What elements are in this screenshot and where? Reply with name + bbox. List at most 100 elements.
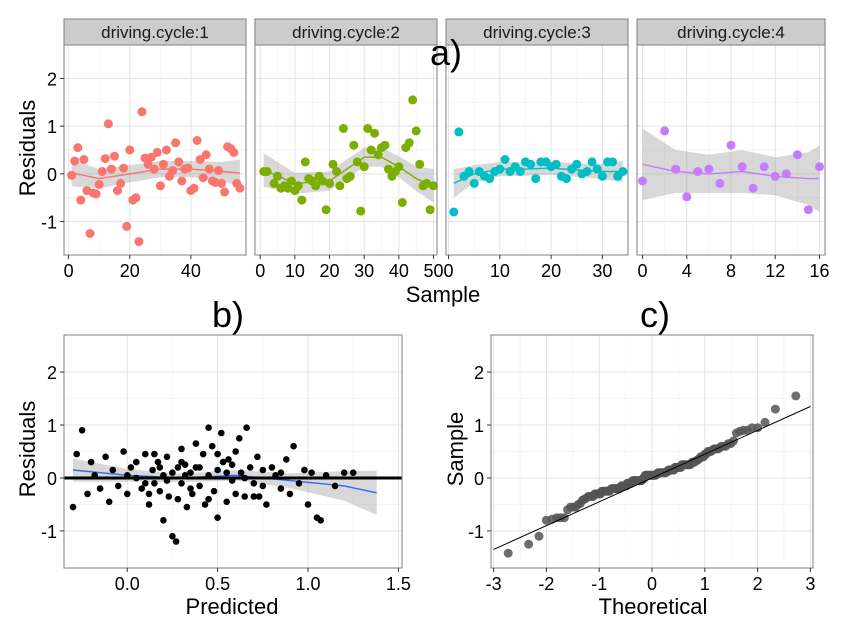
data-point <box>169 532 176 540</box>
data-point <box>332 167 341 176</box>
data-point <box>682 192 692 202</box>
data-point <box>172 538 180 545</box>
data-point <box>660 126 670 136</box>
data-point <box>781 169 791 179</box>
data-point <box>85 229 95 238</box>
data-point <box>340 469 348 477</box>
data-point <box>748 183 758 193</box>
panel-b-x-tick-label: 1.0 <box>295 574 320 594</box>
facet-strip <box>254 18 438 46</box>
data-point <box>174 495 182 503</box>
panel-a-x-tick-label: 40 <box>181 261 201 281</box>
data-point <box>229 147 239 157</box>
data-point <box>120 448 127 455</box>
data-point <box>183 163 193 173</box>
data-point <box>103 119 113 129</box>
data-point <box>106 164 116 174</box>
qq-reference-line <box>493 406 811 550</box>
data-point <box>321 205 331 215</box>
data-point <box>214 514 221 521</box>
data-point <box>195 155 205 164</box>
data-point <box>102 453 109 461</box>
data-point <box>169 469 176 477</box>
facet-strip <box>636 18 826 46</box>
panel-b-y-tick-label: -1 <box>41 522 57 542</box>
data-point <box>338 124 348 133</box>
data-point <box>223 469 230 477</box>
panel-b-x-tick-label: 1.5 <box>386 574 411 594</box>
data-point <box>572 159 582 169</box>
data-point <box>114 482 122 490</box>
panel-a-x-tick-label: 0 <box>64 261 74 281</box>
data-point <box>259 466 267 474</box>
data-point <box>154 458 162 466</box>
data-point <box>277 469 285 477</box>
data-point <box>297 195 307 205</box>
panel-a-panel-border <box>254 44 438 256</box>
data-point <box>277 485 285 492</box>
data-point <box>638 176 647 186</box>
panel-a-x-tick-label: 40 <box>389 261 409 281</box>
panel-a-y-tick-label: 0 <box>47 165 57 185</box>
data-point <box>464 167 474 176</box>
data-point <box>183 503 191 511</box>
data-point <box>210 487 218 495</box>
panel-a-x-tick-label: 20 <box>120 261 140 281</box>
data-point <box>515 167 525 176</box>
panel-a-x-tick-label: 0 <box>638 261 648 281</box>
data-point <box>133 458 140 466</box>
data-point <box>187 485 194 492</box>
data-point <box>125 145 135 155</box>
data-point <box>283 183 293 193</box>
data-point <box>273 171 282 181</box>
data-point <box>815 162 824 172</box>
data-point <box>300 157 310 167</box>
data-point <box>73 450 80 458</box>
panel-a-x-tick-label: 30 <box>592 261 612 281</box>
data-point <box>205 495 212 503</box>
data-point <box>592 164 602 174</box>
data-point <box>425 205 435 215</box>
data-point <box>196 482 203 490</box>
data-point <box>246 464 254 471</box>
facet-strip-label: driving.cycle:3 <box>483 23 591 42</box>
panel-a-x-tick-label: 20 <box>541 261 561 281</box>
data-point <box>158 159 168 169</box>
panel-c-y-tick-label: 2 <box>474 363 484 383</box>
data-point <box>582 167 592 176</box>
panel-b: 0.0 0.5 1.0 1.5 -1 0 1 2 <box>41 334 411 594</box>
data-point <box>693 167 703 176</box>
data-point <box>78 427 86 434</box>
panel-b-tag: b) <box>212 294 244 335</box>
data-point <box>177 176 187 186</box>
data-point <box>91 189 101 199</box>
panel-a-smooth-line <box>263 156 434 187</box>
data-point <box>726 140 736 150</box>
panel-a-y-tick-label: -1 <box>41 213 57 233</box>
data-point <box>531 174 541 184</box>
data-point <box>608 157 618 167</box>
facet-strip <box>445 18 629 46</box>
data-point <box>189 183 199 193</box>
data-point <box>469 178 479 188</box>
panel-a-x-tick-label: 50 <box>424 261 444 281</box>
panel-a-panel-border <box>63 44 247 256</box>
data-point <box>295 480 303 487</box>
data-point <box>218 429 225 437</box>
data-point <box>69 503 77 511</box>
data-point <box>151 480 158 487</box>
data-point <box>356 206 366 216</box>
data-point <box>366 145 376 155</box>
data-point <box>178 480 185 487</box>
data-point <box>192 136 202 145</box>
data-point <box>100 154 110 164</box>
data-point <box>127 464 135 471</box>
panel-a-x-tick-label: 0 <box>255 261 265 281</box>
data-point <box>384 164 393 174</box>
data-point <box>97 167 107 176</box>
data-point <box>116 178 126 188</box>
data-point <box>138 485 145 492</box>
data-point <box>792 150 802 160</box>
data-point <box>223 498 230 506</box>
data-point <box>526 159 536 169</box>
